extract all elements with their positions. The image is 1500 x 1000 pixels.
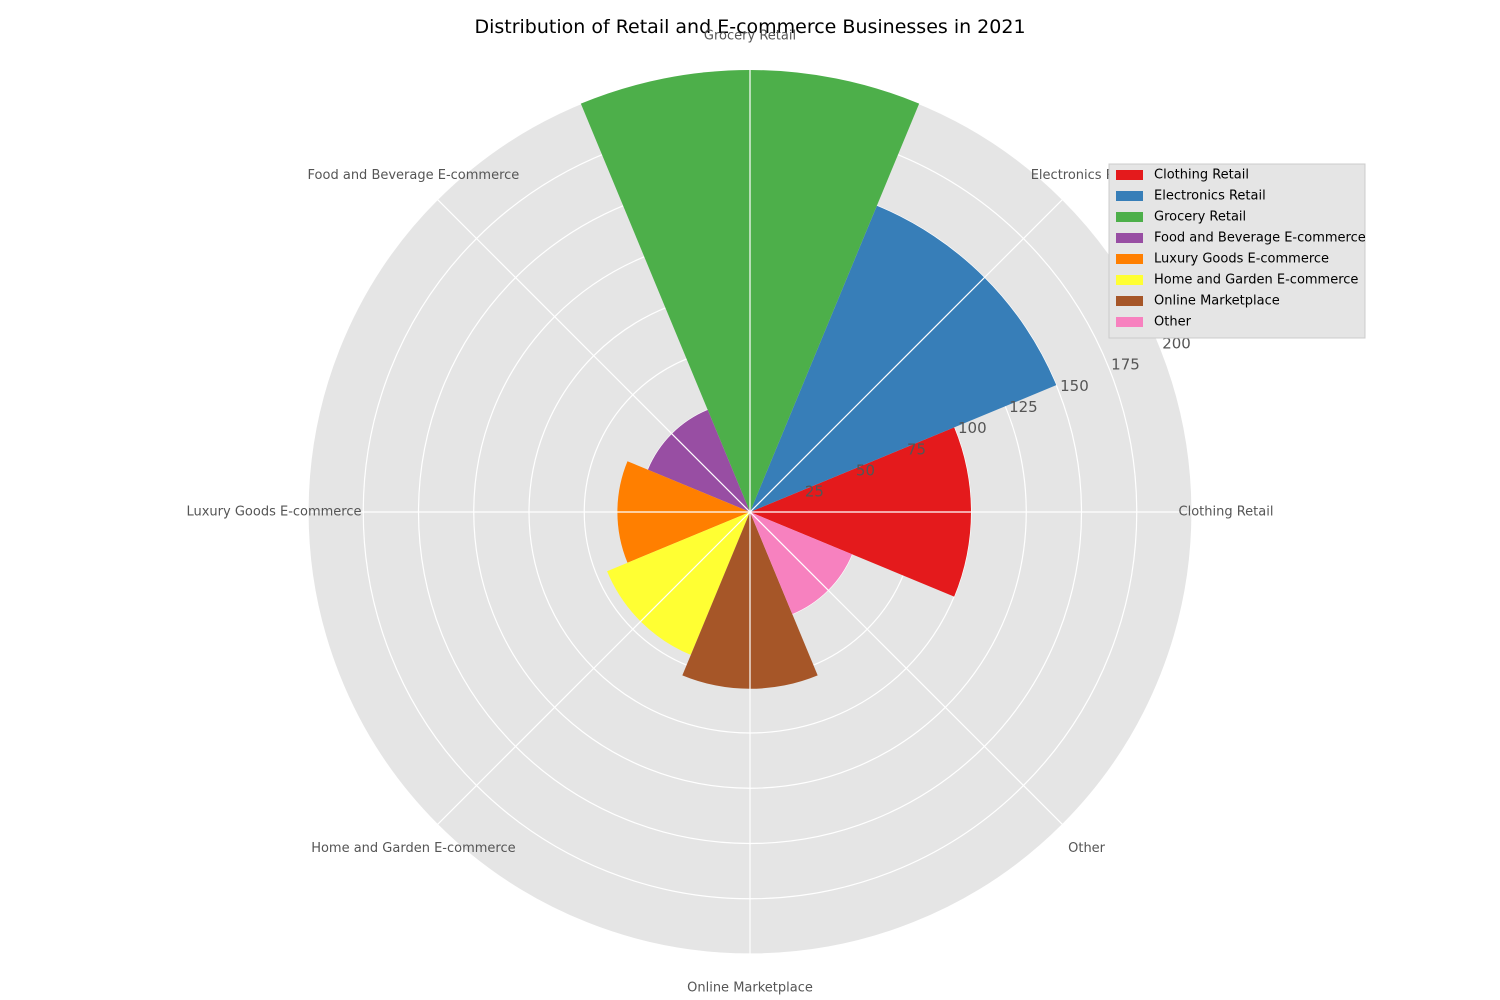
- legend: Clothing Retail Electronics Retail Grocery…: [1108, 163, 1366, 339]
- chart-title: Distribution of Retail and E-commerce Bu…: [474, 16, 1025, 38]
- category-label-luxury-goods-e-commerce: Luxury Goods E-commerce: [186, 505, 361, 520]
- spoke-7: [749, 511, 1063, 825]
- category-label-grocery-retail: Grocery Retail: [704, 29, 796, 44]
- tick-label-75: 75: [907, 440, 926, 458]
- tick-label-150: 150: [1060, 377, 1089, 395]
- legend-swatch-clothing-retail: [1116, 170, 1143, 180]
- tick-label-25: 25: [805, 483, 824, 501]
- legend-label-home-and-garden-e-commerce: Home and Garden E-commerce: [1154, 273, 1358, 288]
- tick-label-50: 50: [856, 461, 875, 479]
- category-label-online-marketplace: Online Marketplace: [687, 981, 813, 996]
- category-label-home-and-garden-e-commerce: Home and Garden E-commerce: [311, 841, 515, 856]
- legend-swatch-other: [1116, 317, 1143, 327]
- legend-label-other: Other: [1154, 315, 1192, 330]
- legend-swatch-grocery-retail: [1116, 212, 1143, 222]
- spoke-3: [437, 199, 751, 513]
- tick-label-200: 200: [1162, 335, 1191, 353]
- tick-label-125: 125: [1009, 398, 1038, 416]
- category-label-clothing-retail: Clothing Retail: [1179, 505, 1274, 520]
- legend-swatch-luxury-goods-e-commerce: [1116, 254, 1143, 264]
- spoke-5: [437, 511, 751, 825]
- legend-box: [1108, 163, 1366, 339]
- legend-label-electronics-retail: Electronics Retail: [1154, 189, 1266, 204]
- legend-label-luxury-goods-e-commerce: Luxury Goods E-commerce: [1154, 252, 1329, 267]
- category-label-other: Other: [1068, 841, 1106, 856]
- category-label-food-and-beverage-e-commerce: Food and Beverage E-commerce: [308, 168, 520, 183]
- legend-label-online-marketplace: Online Marketplace: [1154, 294, 1280, 309]
- legend-swatch-electronics-retail: [1116, 191, 1143, 201]
- legend-label-clothing-retail: Clothing Retail: [1154, 168, 1249, 183]
- radial-tick-labels: 25 50 75 100 125 150 175 200: [805, 335, 1191, 501]
- angular-grid: [308, 70, 1192, 954]
- legend-label-grocery-retail: Grocery Retail: [1154, 210, 1246, 225]
- legend-swatch-food-and-beverage-e-commerce: [1116, 233, 1143, 243]
- legend-swatch-home-and-garden-e-commerce: [1116, 275, 1143, 285]
- legend-swatch-online-marketplace: [1116, 296, 1143, 306]
- spoke-1: [749, 199, 1063, 513]
- tick-label-100: 100: [958, 419, 987, 437]
- legend-label-food-and-beverage-e-commerce: Food and Beverage E-commerce: [1154, 231, 1366, 246]
- tick-label-175: 175: [1111, 356, 1140, 374]
